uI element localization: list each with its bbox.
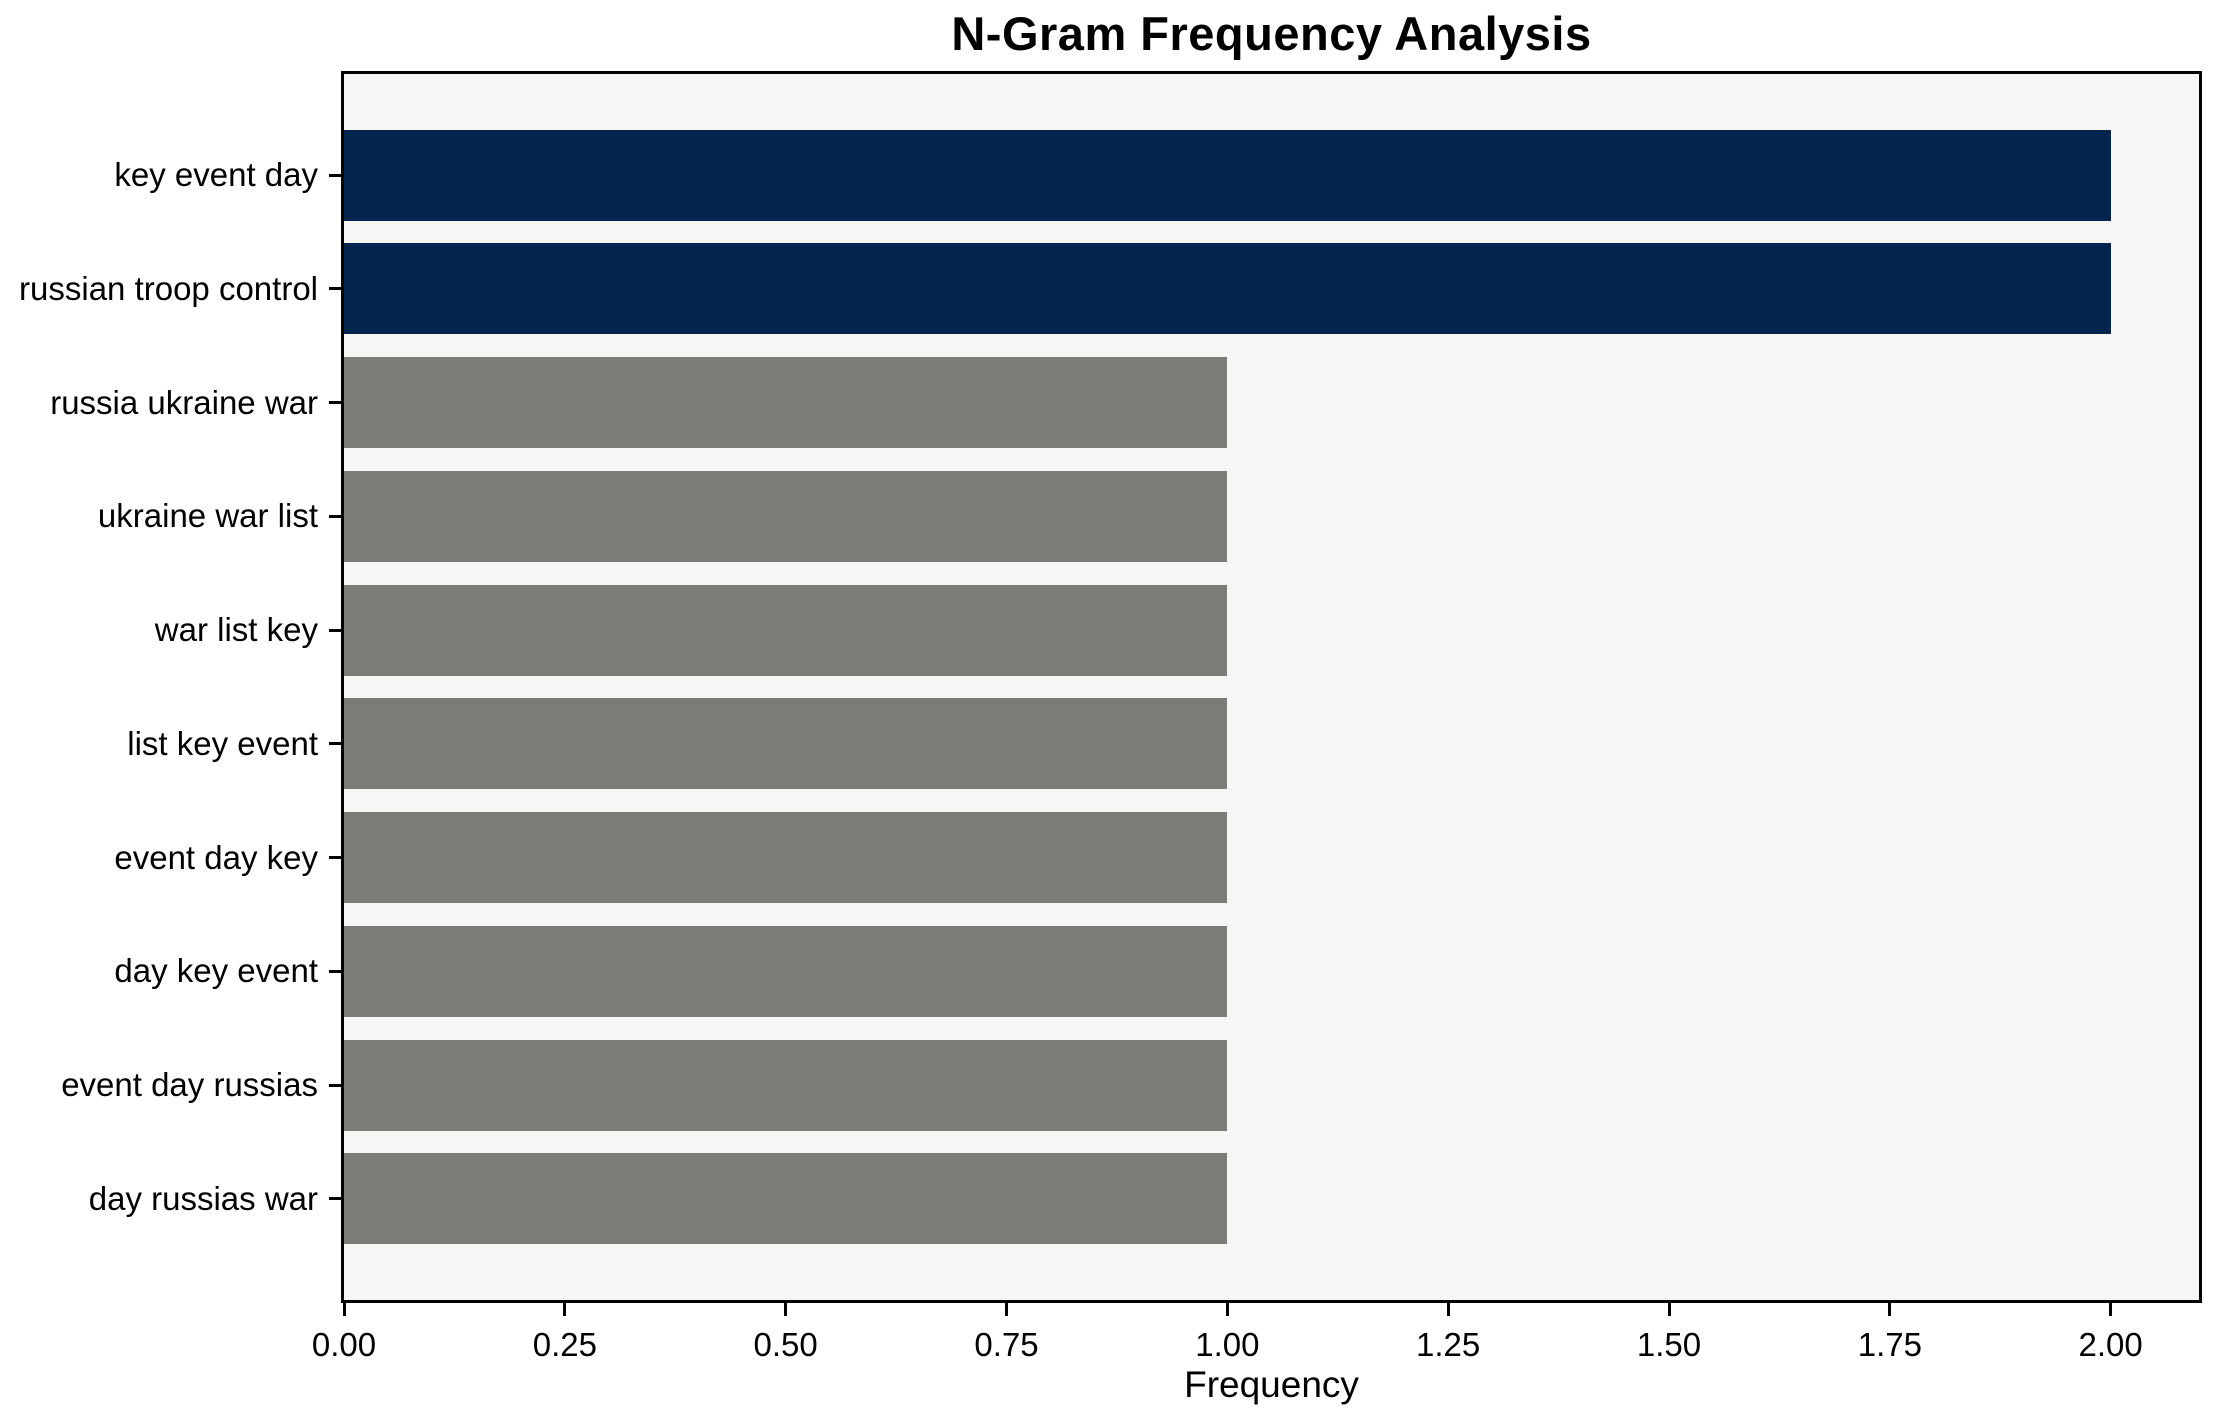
y-tick-mark (329, 514, 341, 518)
y-tick-mark (329, 287, 341, 291)
x-tick-mark (1446, 1303, 1450, 1316)
bar-day-key-event (344, 925, 1228, 1017)
x-tick-label-0.25: 0.25 (532, 1326, 597, 1363)
y-tick-label-day-russias-war: day russias war (88, 1179, 318, 1217)
bar-russia-ukraine-war (344, 357, 1228, 449)
plot-area (341, 71, 2202, 1303)
y-tick-mark (329, 1083, 341, 1087)
x-tick-mark (563, 1303, 567, 1316)
y-tick-label-russia-ukraine-war: russia ukraine war (50, 383, 318, 421)
x-tick-mark (1005, 1303, 1008, 1316)
y-tick-mark (329, 401, 341, 405)
bar-day-russias-war (344, 1153, 1228, 1245)
x-tick-mark (1225, 1303, 1229, 1316)
x-tick-mark (342, 1303, 346, 1316)
bar-ukraine-war-list (344, 470, 1228, 562)
x-tick-label-2.00: 2.00 (2078, 1326, 2143, 1363)
bar-key-event-day (344, 129, 2111, 221)
bar-war-list-key (344, 584, 1228, 676)
y-tick-label-list-key-event: list key event (127, 724, 318, 762)
y-tick-mark (329, 742, 341, 746)
y-tick-mark (329, 628, 341, 632)
x-tick-mark (784, 1303, 788, 1316)
x-tick-label-0.50: 0.50 (753, 1326, 818, 1363)
bar-list-key-event (344, 698, 1228, 790)
y-tick-mark (329, 173, 341, 177)
y-tick-label-event-day-key: event day key (114, 838, 318, 876)
x-tick-label-1.50: 1.50 (1636, 1326, 1702, 1363)
bar-russian-troop-control (344, 243, 2111, 335)
bar-event-day-key (344, 812, 1228, 904)
x-tick-mark (1667, 1303, 1671, 1316)
y-tick-label-russian-troop-control: russian troop control (19, 269, 318, 307)
x-tick-label-1.25: 1.25 (1416, 1326, 1481, 1363)
x-tick-label-1.00: 1.00 (1195, 1326, 1260, 1363)
y-tick-label-ukraine-war-list: ukraine war list (97, 497, 318, 535)
y-tick-mark (329, 1197, 341, 1201)
x-tick-label-0.00: 0.00 (311, 1326, 377, 1363)
y-tick-label-event-day-russias: event day russias (61, 1066, 318, 1104)
x-tick-label-1.75: 1.75 (1857, 1326, 1922, 1363)
y-tick-mark (329, 856, 341, 860)
x-tick-mark (1888, 1303, 1892, 1316)
y-tick-label-key-event-day: key event day (114, 156, 318, 194)
x-axis-title: Frequency (1184, 1364, 1359, 1405)
chart-title: N-Gram Frequency Analysis (951, 7, 1592, 60)
bar-event-day-russias (344, 1039, 1228, 1131)
y-tick-label-day-key-event: day key event (114, 952, 318, 990)
x-tick-label-0.75: 0.75 (974, 1326, 1039, 1363)
y-tick-label-war-list-key: war list key (154, 611, 318, 649)
x-tick-mark (2109, 1303, 2113, 1316)
y-tick-mark (329, 969, 341, 973)
